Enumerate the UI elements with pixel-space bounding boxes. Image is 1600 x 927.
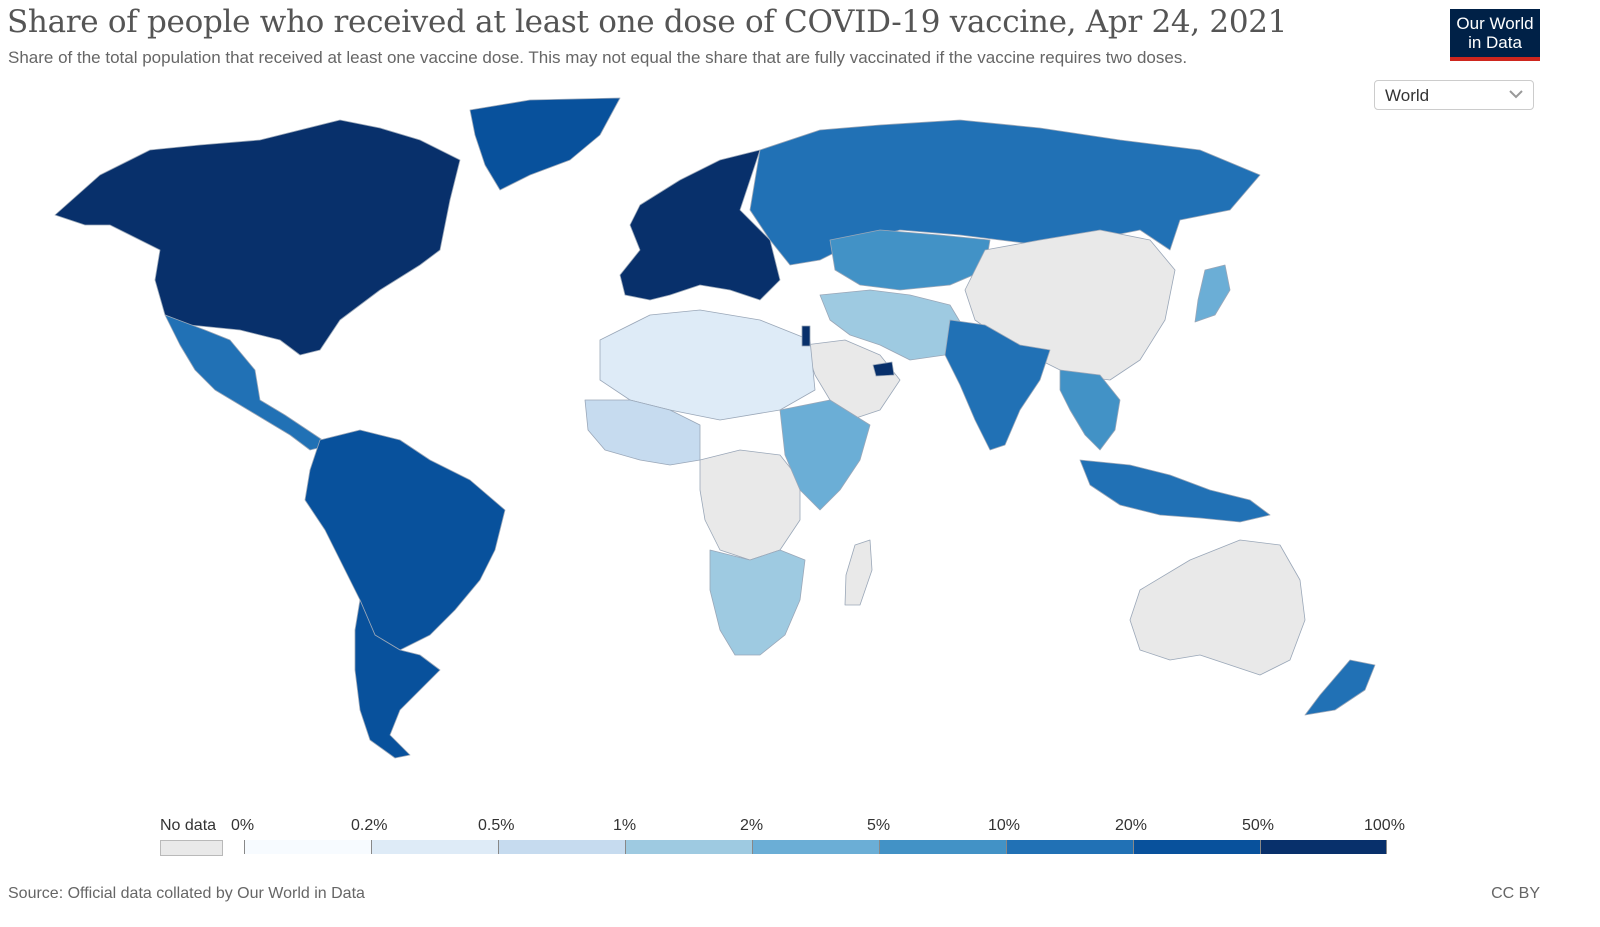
legend-no-data-swatch: [160, 840, 223, 856]
region-north-africa: [599, 309, 816, 421]
logo-line-2: in Data: [1468, 33, 1522, 52]
legend-bin-6: [1006, 840, 1133, 854]
region-west-africa: [584, 399, 701, 466]
legend-bin-1: [371, 840, 498, 854]
legend-tick-0: 0%: [231, 817, 255, 834]
region-central-africa: [699, 449, 801, 561]
region-russia: [749, 119, 1261, 266]
owid-logo[interactable]: Our World in Data: [1450, 9, 1540, 61]
world-map: [54, 97, 1376, 759]
legend-tick-7: 20%: [1115, 817, 1148, 834]
legend-tick-4: 2%: [740, 817, 764, 834]
logo-line-1: Our World: [1456, 14, 1534, 33]
license-link[interactable]: CC BY: [1491, 885, 1540, 902]
legend-bin-2: [498, 840, 625, 854]
region-greenland: [469, 97, 621, 191]
legend-tick-1: 0.2%: [351, 817, 388, 834]
region-india: [944, 319, 1051, 451]
chart-title: Share of people who received at least on…: [7, 4, 1288, 40]
chevron-down-icon: [1509, 90, 1523, 99]
region-australia: [1129, 539, 1306, 676]
region-south-america: [304, 429, 506, 651]
region-israel: [801, 325, 811, 347]
legend-bin-4: [752, 840, 879, 854]
legend-bin-3: [625, 840, 752, 854]
legend-no-data-label: No data: [160, 817, 217, 834]
legend-tick-9: 100%: [1364, 817, 1405, 834]
legend-tick-5: 5%: [867, 817, 891, 834]
region-north-america: [54, 119, 461, 356]
region-new-zealand: [1304, 659, 1376, 716]
legend-tick-8: 50%: [1242, 817, 1275, 834]
region-madagascar: [844, 539, 873, 606]
region-europe: [619, 149, 781, 301]
legend-bin-8: [1260, 840, 1387, 854]
chart-subtitle: Share of the total population that recei…: [8, 48, 1188, 67]
legend-bin-7: [1133, 840, 1260, 854]
region-central-asia: [829, 229, 991, 291]
region-select[interactable]: World: [1374, 80, 1534, 110]
legend-color-scale: [244, 840, 1387, 854]
source-note: Source: Official data collated by Our Wo…: [8, 885, 365, 902]
region-saudi-arabia: [804, 339, 901, 421]
region-uae: [872, 361, 895, 377]
region-select-value: World: [1385, 86, 1430, 105]
region-southern-africa: [709, 549, 806, 656]
region-east-africa: [779, 399, 871, 511]
legend-bin-5: [879, 840, 1006, 854]
region-chile-argentina: [354, 599, 441, 759]
region-indonesia: [1079, 459, 1271, 523]
legend-tick-2: 0.5%: [478, 817, 515, 834]
legend-tick-3: 1%: [613, 817, 637, 834]
region-southeast-asia: [1059, 369, 1121, 451]
region-japan: [1194, 264, 1231, 323]
legend-bin-0: [244, 840, 371, 854]
legend-tick-6: 10%: [988, 817, 1021, 834]
